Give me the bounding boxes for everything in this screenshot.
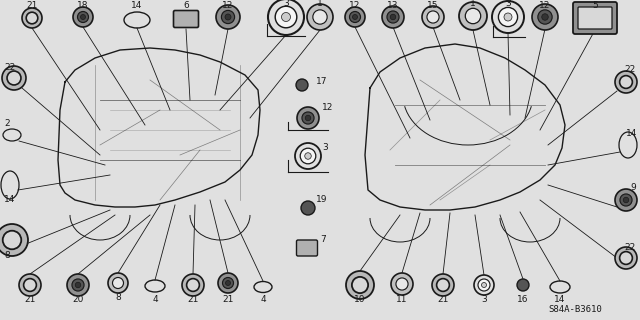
FancyBboxPatch shape bbox=[578, 7, 612, 29]
Circle shape bbox=[382, 6, 404, 28]
Circle shape bbox=[541, 14, 548, 20]
Text: 18: 18 bbox=[77, 1, 89, 10]
Text: 13: 13 bbox=[387, 1, 399, 10]
Circle shape bbox=[390, 14, 396, 20]
Text: 15: 15 bbox=[428, 1, 439, 10]
Text: 22: 22 bbox=[625, 66, 636, 75]
Circle shape bbox=[620, 252, 632, 264]
Circle shape bbox=[218, 273, 238, 293]
Circle shape bbox=[615, 71, 637, 93]
Text: 4: 4 bbox=[260, 295, 266, 305]
Circle shape bbox=[225, 281, 230, 285]
Text: 8: 8 bbox=[4, 251, 10, 260]
Circle shape bbox=[275, 6, 297, 28]
Circle shape bbox=[297, 107, 319, 129]
Circle shape bbox=[307, 4, 333, 30]
Circle shape bbox=[353, 14, 358, 20]
Text: 10: 10 bbox=[355, 295, 365, 305]
Circle shape bbox=[465, 8, 481, 24]
Text: 7: 7 bbox=[320, 236, 326, 244]
Text: 21: 21 bbox=[222, 294, 234, 303]
Circle shape bbox=[313, 10, 327, 24]
Text: 5: 5 bbox=[592, 1, 598, 10]
Circle shape bbox=[301, 201, 315, 215]
Text: 3: 3 bbox=[505, 0, 511, 9]
Text: 12: 12 bbox=[349, 1, 361, 10]
Text: 22: 22 bbox=[4, 63, 15, 73]
Circle shape bbox=[623, 197, 628, 203]
Circle shape bbox=[67, 274, 89, 296]
Circle shape bbox=[422, 6, 444, 28]
Text: 9: 9 bbox=[630, 183, 636, 193]
Circle shape bbox=[0, 224, 28, 256]
Text: 3: 3 bbox=[481, 295, 487, 305]
Circle shape bbox=[24, 279, 36, 292]
Circle shape bbox=[391, 273, 413, 295]
Circle shape bbox=[387, 11, 399, 23]
Circle shape bbox=[282, 12, 291, 21]
Circle shape bbox=[3, 231, 21, 249]
Circle shape bbox=[2, 66, 26, 90]
Circle shape bbox=[532, 4, 558, 30]
Circle shape bbox=[300, 148, 316, 164]
Text: 1: 1 bbox=[470, 0, 476, 9]
Circle shape bbox=[302, 112, 314, 124]
Text: 17: 17 bbox=[316, 77, 328, 86]
Circle shape bbox=[352, 277, 368, 293]
Circle shape bbox=[77, 12, 88, 22]
Circle shape bbox=[481, 283, 486, 287]
Circle shape bbox=[436, 279, 449, 292]
Circle shape bbox=[615, 247, 637, 269]
Text: 11: 11 bbox=[396, 294, 408, 303]
Text: 2: 2 bbox=[4, 119, 10, 129]
Text: 14: 14 bbox=[554, 295, 566, 305]
Circle shape bbox=[346, 271, 374, 299]
Circle shape bbox=[504, 13, 512, 21]
Circle shape bbox=[295, 143, 321, 169]
Text: 12: 12 bbox=[322, 103, 333, 113]
Circle shape bbox=[72, 279, 84, 291]
Circle shape bbox=[296, 79, 308, 91]
Circle shape bbox=[108, 273, 128, 293]
Text: 20: 20 bbox=[72, 295, 84, 305]
Circle shape bbox=[81, 14, 86, 20]
Circle shape bbox=[478, 279, 490, 291]
Circle shape bbox=[73, 7, 93, 27]
Circle shape bbox=[7, 71, 21, 85]
Circle shape bbox=[620, 194, 632, 206]
Circle shape bbox=[225, 14, 231, 20]
Circle shape bbox=[26, 12, 38, 24]
Circle shape bbox=[345, 7, 365, 27]
Text: 21: 21 bbox=[24, 295, 36, 305]
Text: S84A-B3610: S84A-B3610 bbox=[548, 306, 602, 315]
Circle shape bbox=[349, 12, 360, 22]
Circle shape bbox=[305, 115, 311, 121]
Text: 21: 21 bbox=[26, 1, 38, 10]
Circle shape bbox=[268, 0, 304, 35]
Circle shape bbox=[459, 2, 487, 30]
Circle shape bbox=[432, 274, 454, 296]
Text: 14: 14 bbox=[4, 196, 15, 204]
Circle shape bbox=[474, 275, 494, 295]
Circle shape bbox=[187, 279, 200, 292]
Circle shape bbox=[305, 153, 311, 159]
FancyBboxPatch shape bbox=[173, 11, 198, 28]
Circle shape bbox=[427, 11, 439, 23]
Circle shape bbox=[517, 279, 529, 291]
Circle shape bbox=[538, 10, 552, 24]
Text: 14: 14 bbox=[131, 2, 143, 11]
Text: 19: 19 bbox=[316, 196, 328, 204]
Circle shape bbox=[492, 1, 524, 33]
Circle shape bbox=[223, 277, 234, 289]
Circle shape bbox=[396, 278, 408, 290]
FancyBboxPatch shape bbox=[573, 2, 617, 34]
Text: 3: 3 bbox=[322, 143, 328, 153]
Circle shape bbox=[216, 5, 240, 29]
Text: 16: 16 bbox=[517, 295, 529, 305]
Circle shape bbox=[620, 76, 632, 88]
Text: 12: 12 bbox=[540, 1, 550, 10]
Text: 12: 12 bbox=[222, 1, 234, 10]
Text: 6: 6 bbox=[183, 2, 189, 11]
FancyBboxPatch shape bbox=[296, 240, 317, 256]
